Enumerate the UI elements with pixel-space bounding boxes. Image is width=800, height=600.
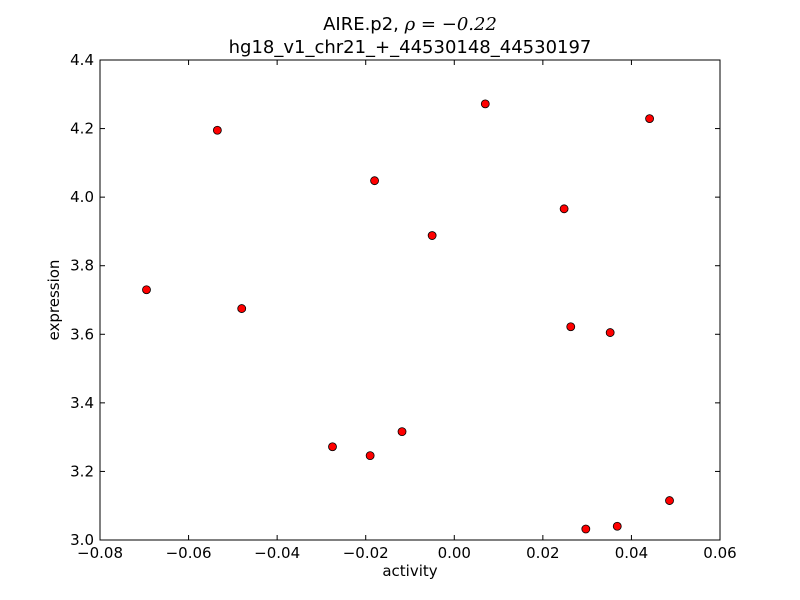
chart-title-prefix: AIRE.p2, [323, 14, 405, 35]
data-point [397, 427, 407, 437]
x-tick-label: 0.02 [526, 544, 559, 562]
data-point [212, 125, 222, 135]
data-point [365, 451, 375, 461]
chart-title-stat: ρ = −0.22 [404, 14, 497, 35]
y-tick-label: 4.2 [70, 120, 94, 138]
data-point [142, 285, 151, 295]
y-tick-label: 4.4 [70, 51, 94, 69]
x-tick-label: 0.04 [615, 544, 648, 562]
data-point [566, 322, 576, 332]
x-tick-label: −0.08 [77, 544, 123, 562]
x-axis-label: activity [382, 562, 437, 580]
x-tick-label: −0.06 [166, 544, 212, 562]
data-point [480, 99, 490, 109]
y-tick-label: 4.0 [70, 188, 94, 206]
data-points [142, 99, 674, 534]
x-tick-label: 0.06 [703, 544, 736, 562]
y-tick-label: 3.6 [70, 325, 94, 343]
data-point [605, 328, 615, 337]
x-tick-label: 0.00 [438, 544, 471, 562]
x-tick-label: −0.04 [254, 544, 300, 562]
y-tick-label: 3.8 [70, 257, 94, 275]
axis-ticks: −0.08 −0.06 −0.04 −0.02 0.00 0.02 0.04 0.06 3.0 3… [70, 51, 737, 562]
data-point [370, 176, 379, 186]
y-tick-label: 3.2 [70, 462, 94, 480]
data-point [559, 204, 569, 214]
chart-title: AIRE.p2, ρ = −0.22 [323, 14, 497, 35]
data-point [328, 442, 337, 452]
data-point [427, 231, 437, 240]
data-point [237, 304, 247, 313]
plot-frame [99, 59, 721, 541]
data-point [665, 496, 674, 505]
data-point [581, 524, 591, 534]
y-tick-label: 3.0 [70, 531, 94, 549]
data-point [645, 114, 654, 124]
data-point [612, 521, 622, 531]
y-tick-label: 3.4 [70, 394, 94, 412]
chart-subtitle: hg18_v1_chr21_+_44530148_44530197 [229, 37, 592, 58]
y-axis-label: expression [45, 260, 63, 341]
x-tick-label: −0.02 [343, 544, 389, 562]
